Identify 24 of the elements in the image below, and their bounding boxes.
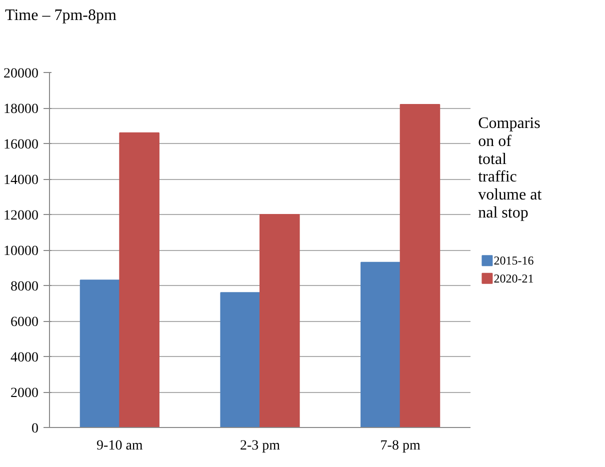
bar xyxy=(80,280,120,428)
y-tick-label: 8000 xyxy=(10,280,38,294)
legend-label: 2015-16 xyxy=(494,254,534,268)
legend-label: 2020-21 xyxy=(494,271,534,286)
y-tick-label: 10000 xyxy=(4,244,38,259)
bar xyxy=(400,104,440,428)
y-tick-label: 12000 xyxy=(4,208,38,224)
y-tick-label: 20000 xyxy=(4,66,38,82)
y-tick-label: 2000 xyxy=(10,386,38,401)
y-tick-label: 4000 xyxy=(10,350,38,366)
x-tick-label: 9-10 am xyxy=(96,438,143,454)
y-tick-label: 18000 xyxy=(4,102,38,117)
text: Time – 7pm-8pm xyxy=(5,6,116,26)
bar xyxy=(220,292,260,428)
bar xyxy=(119,132,160,428)
bar xyxy=(260,214,300,428)
y-tick-label: 6000 xyxy=(10,315,38,330)
x-tick-label: 7-8 pm xyxy=(380,438,420,454)
bar xyxy=(360,262,401,428)
y-tick-label: 16000 xyxy=(4,138,38,152)
text: Comparis on of total traffic volume at nal stop xyxy=(478,115,542,222)
y-tick-label: 0 xyxy=(32,422,38,436)
y-tick-label: 14000 xyxy=(4,173,38,188)
x-tick-label: 2-3 pm xyxy=(240,438,280,454)
